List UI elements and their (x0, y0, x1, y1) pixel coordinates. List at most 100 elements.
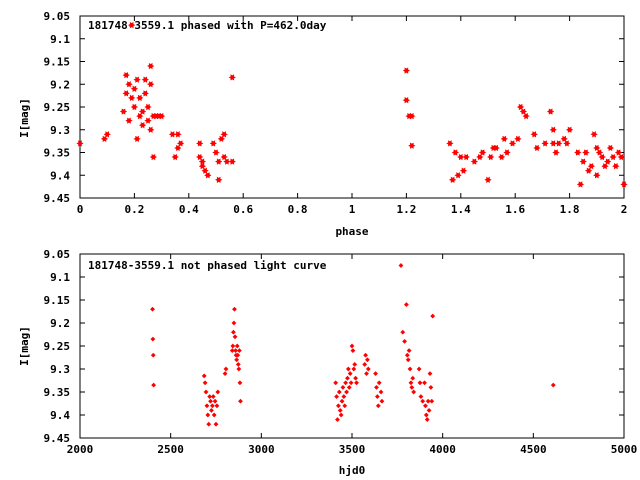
data-point (215, 389, 221, 395)
data-point (593, 172, 601, 179)
data-point (235, 352, 241, 358)
data-point (378, 389, 384, 395)
x-tick-label: 1.6 (505, 203, 525, 216)
data-point (220, 153, 228, 161)
data-point (232, 334, 238, 340)
data-point (500, 135, 508, 142)
data-point (220, 131, 228, 138)
y-tick-label: 9.15 (44, 294, 71, 307)
data-point (149, 153, 158, 161)
data-point (417, 380, 423, 386)
data-point (215, 158, 223, 165)
y-tick-label: 9.2 (50, 317, 70, 330)
y-tick-label: 9.35 (44, 147, 71, 160)
y-tick-label: 9.4 (50, 169, 70, 182)
data-point (364, 357, 370, 363)
data-point (237, 380, 243, 386)
data-point (470, 158, 479, 165)
data-point (446, 140, 454, 147)
data-point (609, 153, 617, 161)
plot-title: 181748-3559.1 not phased light curve (88, 259, 327, 272)
data-point (157, 112, 166, 120)
data-point (560, 135, 568, 142)
data-point (208, 398, 214, 404)
data-point (563, 140, 571, 147)
data-point (457, 153, 465, 161)
data-point (451, 149, 460, 156)
y-axis-label: I[mag] (18, 326, 31, 366)
data-point (229, 348, 235, 354)
data-point (422, 403, 428, 409)
data-point (620, 181, 628, 188)
data-point (103, 131, 111, 138)
data-point (204, 403, 210, 409)
data-point (212, 398, 218, 404)
unphased-light-curve-panel: 181748-3559.1 not phased light curve hjd… (18, 248, 637, 477)
x-axis-label: hjd0 (339, 464, 366, 477)
data-point (448, 176, 457, 183)
data-point (374, 394, 380, 400)
data-point (214, 403, 220, 409)
data-point (424, 417, 430, 423)
data-point (150, 352, 156, 358)
data-point (235, 361, 241, 367)
y-tick-label: 9.45 (44, 432, 71, 445)
data-point (349, 343, 355, 349)
data-point (595, 149, 604, 156)
data-point (223, 158, 231, 165)
data-point (409, 384, 415, 390)
data-point (598, 153, 606, 161)
data-point (487, 153, 495, 161)
data-point (427, 371, 433, 377)
data-point (207, 394, 213, 400)
x-tick-label: 0.6 (233, 203, 253, 216)
x-tick-label: 2500 (157, 443, 184, 456)
data-point (408, 380, 414, 386)
data-point (425, 398, 431, 404)
data-point (228, 74, 236, 81)
data-point (612, 163, 620, 170)
data-point (492, 144, 500, 152)
data-point (346, 384, 352, 390)
data-point (337, 407, 343, 413)
data-point (203, 389, 209, 395)
data-point (565, 126, 574, 133)
data-point (222, 371, 228, 377)
y-tick-label: 9.1 (50, 33, 70, 46)
x-tick-label: 0.4 (179, 203, 199, 216)
data-point (340, 384, 346, 390)
data-point (579, 158, 587, 165)
plot-frame (79, 15, 625, 199)
data-point (373, 384, 379, 390)
data-point (403, 302, 409, 308)
data-point (130, 103, 139, 111)
data-point (519, 108, 528, 115)
data-point (205, 412, 211, 418)
x-tick-label: 2000 (67, 443, 94, 456)
data-point (209, 140, 217, 147)
data-point (334, 394, 340, 400)
data-point (584, 167, 593, 174)
data-point (353, 375, 359, 381)
data-point (398, 263, 404, 268)
data-point (404, 352, 410, 358)
data-point (347, 371, 353, 377)
data-point (478, 149, 487, 156)
data-point (343, 380, 349, 386)
data-point (198, 158, 207, 165)
data-point (236, 348, 242, 354)
data-point (141, 90, 149, 97)
data-point (348, 380, 354, 386)
data-point (601, 163, 609, 170)
data-point (604, 158, 612, 165)
data-point (122, 90, 130, 97)
data-point (333, 380, 339, 386)
data-point (125, 117, 133, 124)
data-point (590, 131, 598, 138)
data-point (462, 153, 470, 161)
data-point (141, 76, 149, 83)
data-point (212, 149, 220, 156)
data-point (171, 153, 179, 161)
y-tick-label: 9.1 (50, 271, 70, 284)
